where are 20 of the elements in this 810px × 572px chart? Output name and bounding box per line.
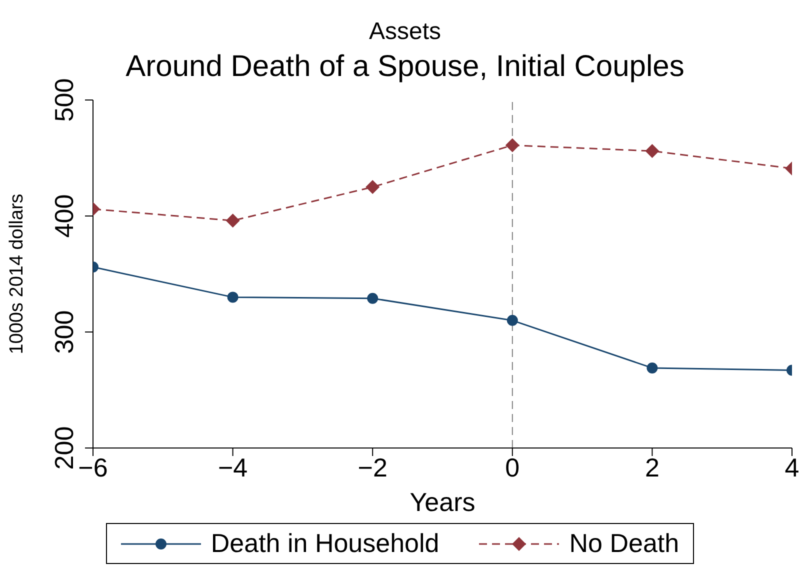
y-tick-label: 300 xyxy=(49,310,79,354)
y-tick-label: 200 xyxy=(49,426,79,470)
y-tick-label: 500 xyxy=(49,78,79,122)
x-tick-label: 0 xyxy=(505,452,520,482)
x-tick-label: 4 xyxy=(784,452,800,482)
chart-title: Assets xyxy=(368,18,442,46)
point xyxy=(505,138,520,152)
x-tick-label: 2 xyxy=(644,452,660,482)
point xyxy=(367,292,378,304)
x-axis-title: Years xyxy=(410,487,476,517)
x-tick-label: −6 xyxy=(78,452,108,482)
y-axis-title: 1000s 2014 dollars xyxy=(6,194,28,354)
x-tick-label: −4 xyxy=(218,452,248,482)
legend-label: No Death xyxy=(569,528,680,559)
chart-subtitle: Around Death of a Spouse, Initial Couples xyxy=(126,50,684,83)
y-tick-label: 400 xyxy=(49,194,79,238)
legend-label: Death in Household xyxy=(210,528,440,559)
point xyxy=(506,314,518,326)
x-tick-label: −2 xyxy=(358,452,388,482)
point xyxy=(366,180,380,194)
